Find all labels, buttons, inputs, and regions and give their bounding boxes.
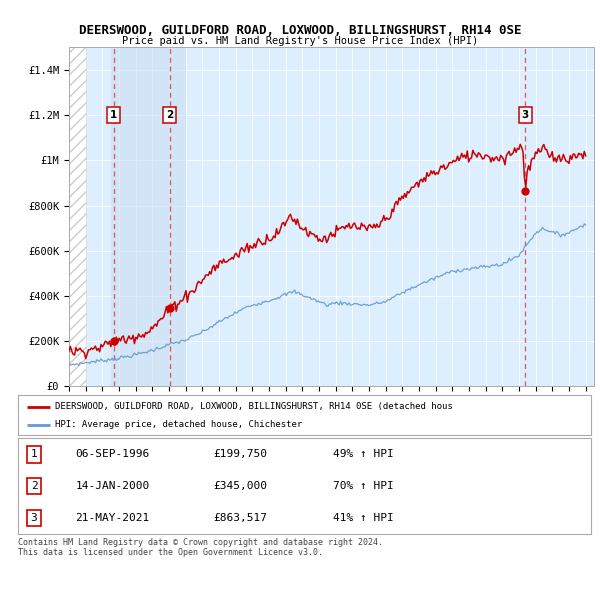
Text: DEERSWOOD, GUILDFORD ROAD, LOXWOOD, BILLINGSHURST, RH14 0SE (detached hous: DEERSWOOD, GUILDFORD ROAD, LOXWOOD, BILL… [55,402,453,411]
Text: 2: 2 [166,110,173,120]
Text: £863,517: £863,517 [213,513,267,523]
Text: 49% ↑ HPI: 49% ↑ HPI [333,450,394,459]
Text: 3: 3 [522,110,529,120]
Text: 70% ↑ HPI: 70% ↑ HPI [333,481,394,491]
Text: HPI: Average price, detached house, Chichester: HPI: Average price, detached house, Chic… [55,420,302,429]
Bar [69,47,86,386]
Text: 2: 2 [31,481,37,491]
Text: 3: 3 [31,513,37,523]
Text: Contains HM Land Registry data © Crown copyright and database right 2024.
This d: Contains HM Land Registry data © Crown c… [18,538,383,558]
Text: DEERSWOOD, GUILDFORD ROAD, LOXWOOD, BILLINGSHURST, RH14 0SE: DEERSWOOD, GUILDFORD ROAD, LOXWOOD, BILL… [79,24,521,37]
Text: 1: 1 [31,450,37,459]
Text: 06-SEP-1996: 06-SEP-1996 [76,450,149,459]
Text: 21-MAY-2021: 21-MAY-2021 [76,513,149,523]
Text: 1: 1 [110,110,117,120]
Text: £345,000: £345,000 [213,481,267,491]
Text: Price paid vs. HM Land Registry's House Price Index (HPI): Price paid vs. HM Land Registry's House … [122,37,478,46]
Bar [110,47,185,386]
Text: 41% ↑ HPI: 41% ↑ HPI [333,513,394,523]
Text: 14-JAN-2000: 14-JAN-2000 [76,481,149,491]
Text: £199,750: £199,750 [213,450,267,459]
